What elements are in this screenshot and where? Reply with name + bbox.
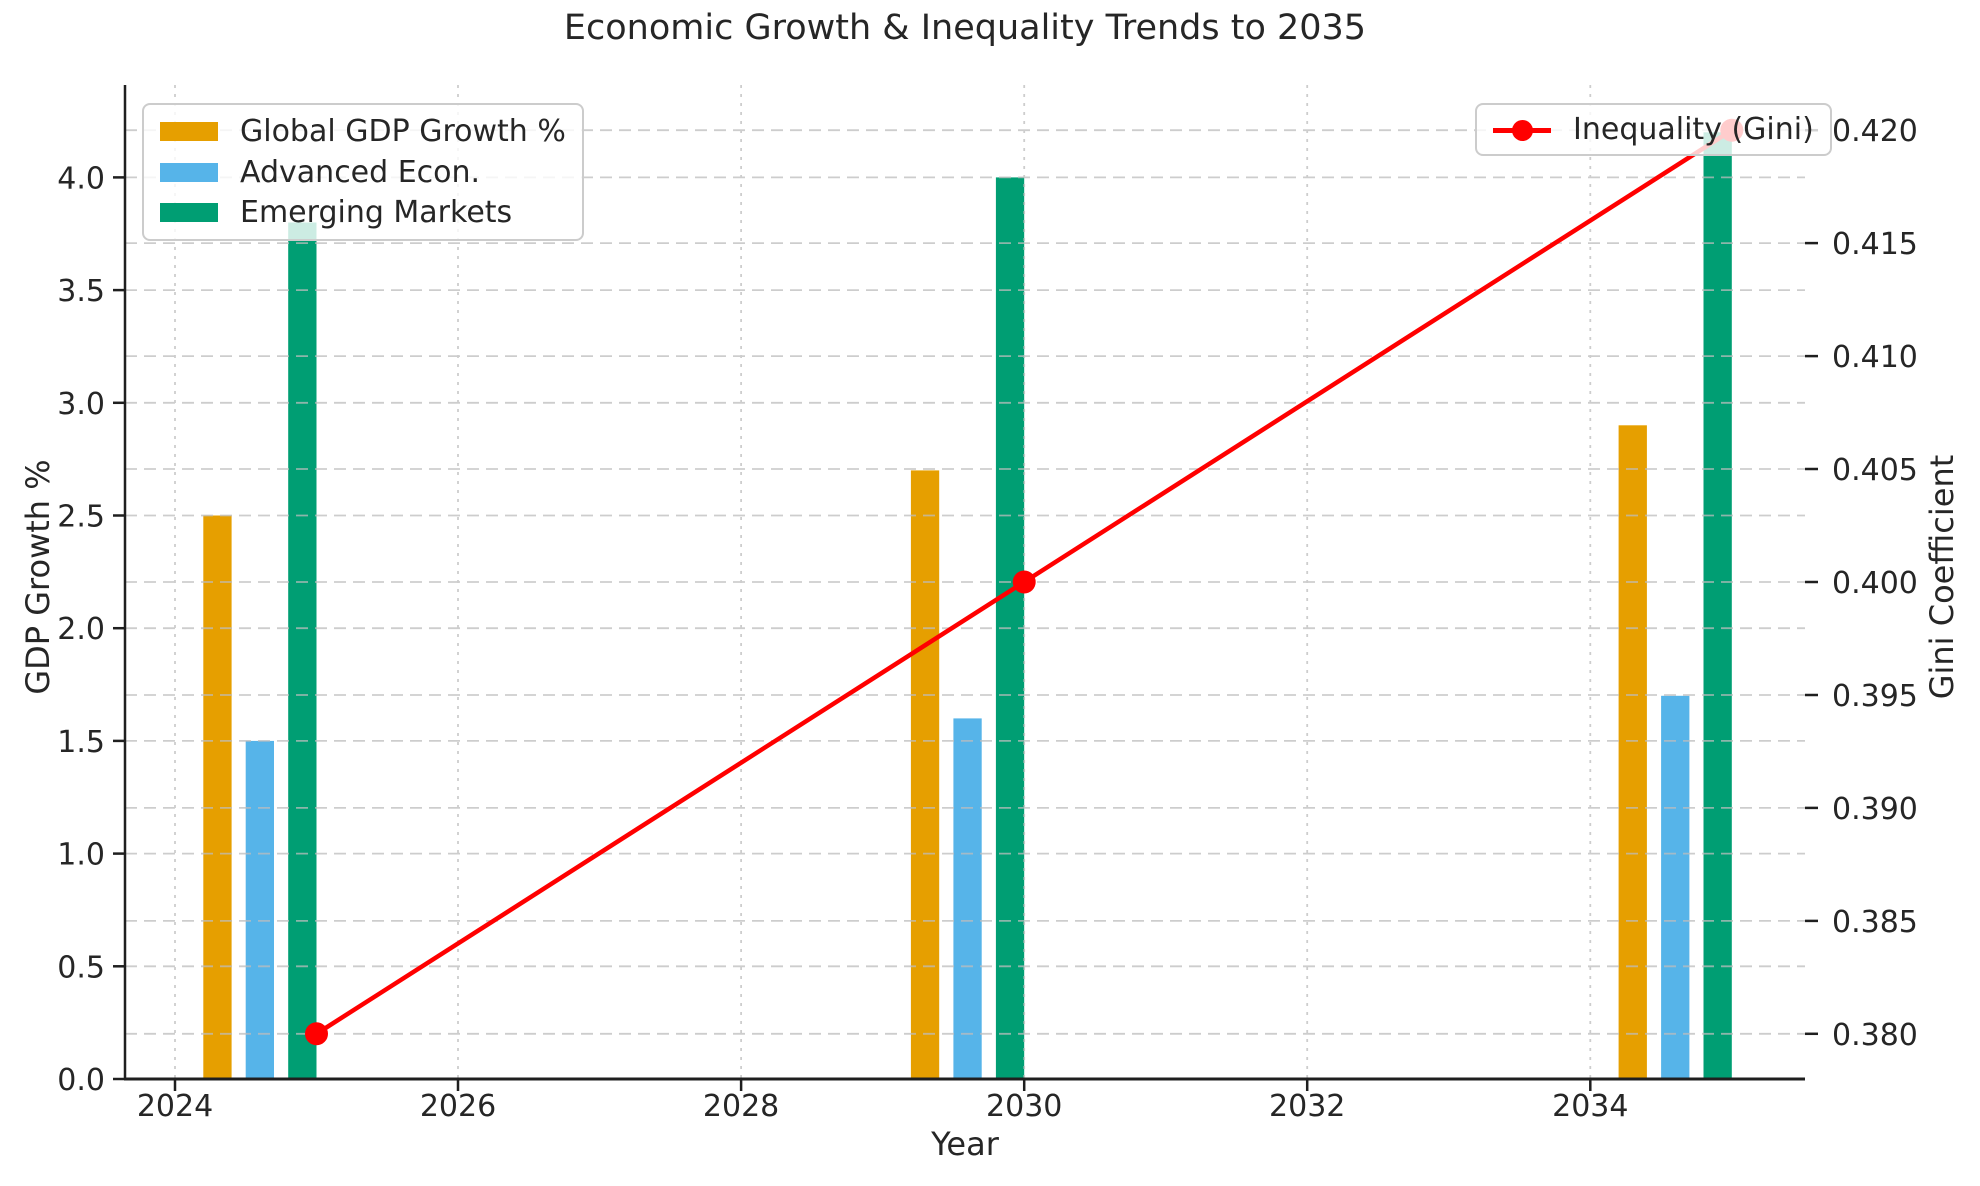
x-tick-label: 2026: [420, 1089, 496, 1124]
legend-swatch-global-gdp-growth: [160, 121, 218, 141]
y-axis-label-left: GDP Growth %: [19, 459, 57, 695]
tick-labels: 0.0 0.5 1.0 1.5 2.0 2.5 3.0 3.5 4.0 0.380 0.385 0.3…: [57, 114, 1918, 1124]
y-right-tick-label: 0.415: [1832, 227, 1918, 262]
y-left-tick-label: 2.5: [57, 500, 105, 535]
bar-advanced-econ-2025: [245, 740, 274, 1079]
y-left-tick-label: 0.5: [57, 950, 105, 985]
y-right-tick-label: 0.380: [1832, 1018, 1918, 1053]
legend-item-advanced-econ: Advanced Econ.: [160, 154, 566, 191]
x-tick-label: 2030: [986, 1089, 1062, 1124]
bar-global-gdp-growth-2030: [910, 470, 940, 1079]
bar-global-gdp-growth-2035: [1618, 425, 1647, 1079]
bar-advanced-econ-2035: [1661, 695, 1690, 1079]
y-axis-label-right: Gini Coefficient: [1923, 454, 1961, 700]
legend-swatch-emerging-markets: [160, 203, 218, 223]
y-left-tick-label: 1.0: [57, 838, 105, 873]
legend-item-global-gdp-growth: Global GDP Growth %: [160, 113, 566, 150]
legend-label-emerging-markets: Emerging Markets: [240, 195, 513, 231]
y-left-tick-label: 4.0: [57, 161, 105, 196]
y-right-tick-label: 0.400: [1832, 566, 1918, 601]
legend-line-sample-icon: [1493, 118, 1551, 142]
x-tick-label: 2024: [137, 1089, 213, 1124]
marker-inequality-gini-2030: [1012, 570, 1036, 594]
chart-title: Economic Growth & Inequality Trends to 2…: [563, 8, 1367, 48]
bar-emerging-markets-2035: [1703, 132, 1732, 1080]
legend-label-global-gdp-growth: Global GDP Growth %: [240, 113, 566, 149]
legend-line-marker-dot: [1512, 119, 1533, 141]
bar-emerging-markets-2025: [288, 222, 317, 1079]
legend-bars: Global GDP Growth % Advanced Econ. Emerg…: [142, 103, 584, 241]
y-right-tick-label: 0.390: [1832, 792, 1918, 827]
legend-swatch-advanced-econ: [160, 162, 218, 182]
marker-inequality-gini-2025: [305, 1022, 328, 1046]
bar-global-gdp-growth-2025: [203, 515, 232, 1079]
y-right-tick-label: 0.410: [1832, 340, 1918, 375]
legend-line: Inequality (Gini): [1475, 103, 1832, 156]
y-right-tick-label: 0.405: [1832, 453, 1918, 488]
x-tick-label: 2034: [1552, 1089, 1628, 1124]
x-tick-label: 2032: [1269, 1089, 1345, 1124]
y-left-tick-label: 3.5: [57, 274, 105, 309]
bar-advanced-econ-2030: [953, 718, 982, 1079]
legend-label-inequality-gini: Inequality (Gini): [1573, 112, 1814, 147]
y-left-tick-label: 2.0: [57, 612, 105, 647]
y-right-tick-label: 0.395: [1832, 679, 1918, 714]
y-left-tick-label: 3.0: [57, 387, 105, 422]
y-right-tick-label: 0.385: [1832, 905, 1918, 940]
legend-label-advanced-econ: Advanced Econ.: [240, 154, 481, 190]
legend-item-emerging-markets: Emerging Markets: [160, 194, 566, 231]
y-left-tick-label: 1.5: [57, 725, 105, 760]
x-tick-label: 2028: [703, 1089, 779, 1124]
y-right-tick-label: 0.420: [1832, 114, 1918, 149]
x-axis-label: Year: [931, 1125, 999, 1163]
gridlines: [125, 85, 1805, 1080]
y-left-tick-label: 0.0: [57, 1063, 105, 1098]
